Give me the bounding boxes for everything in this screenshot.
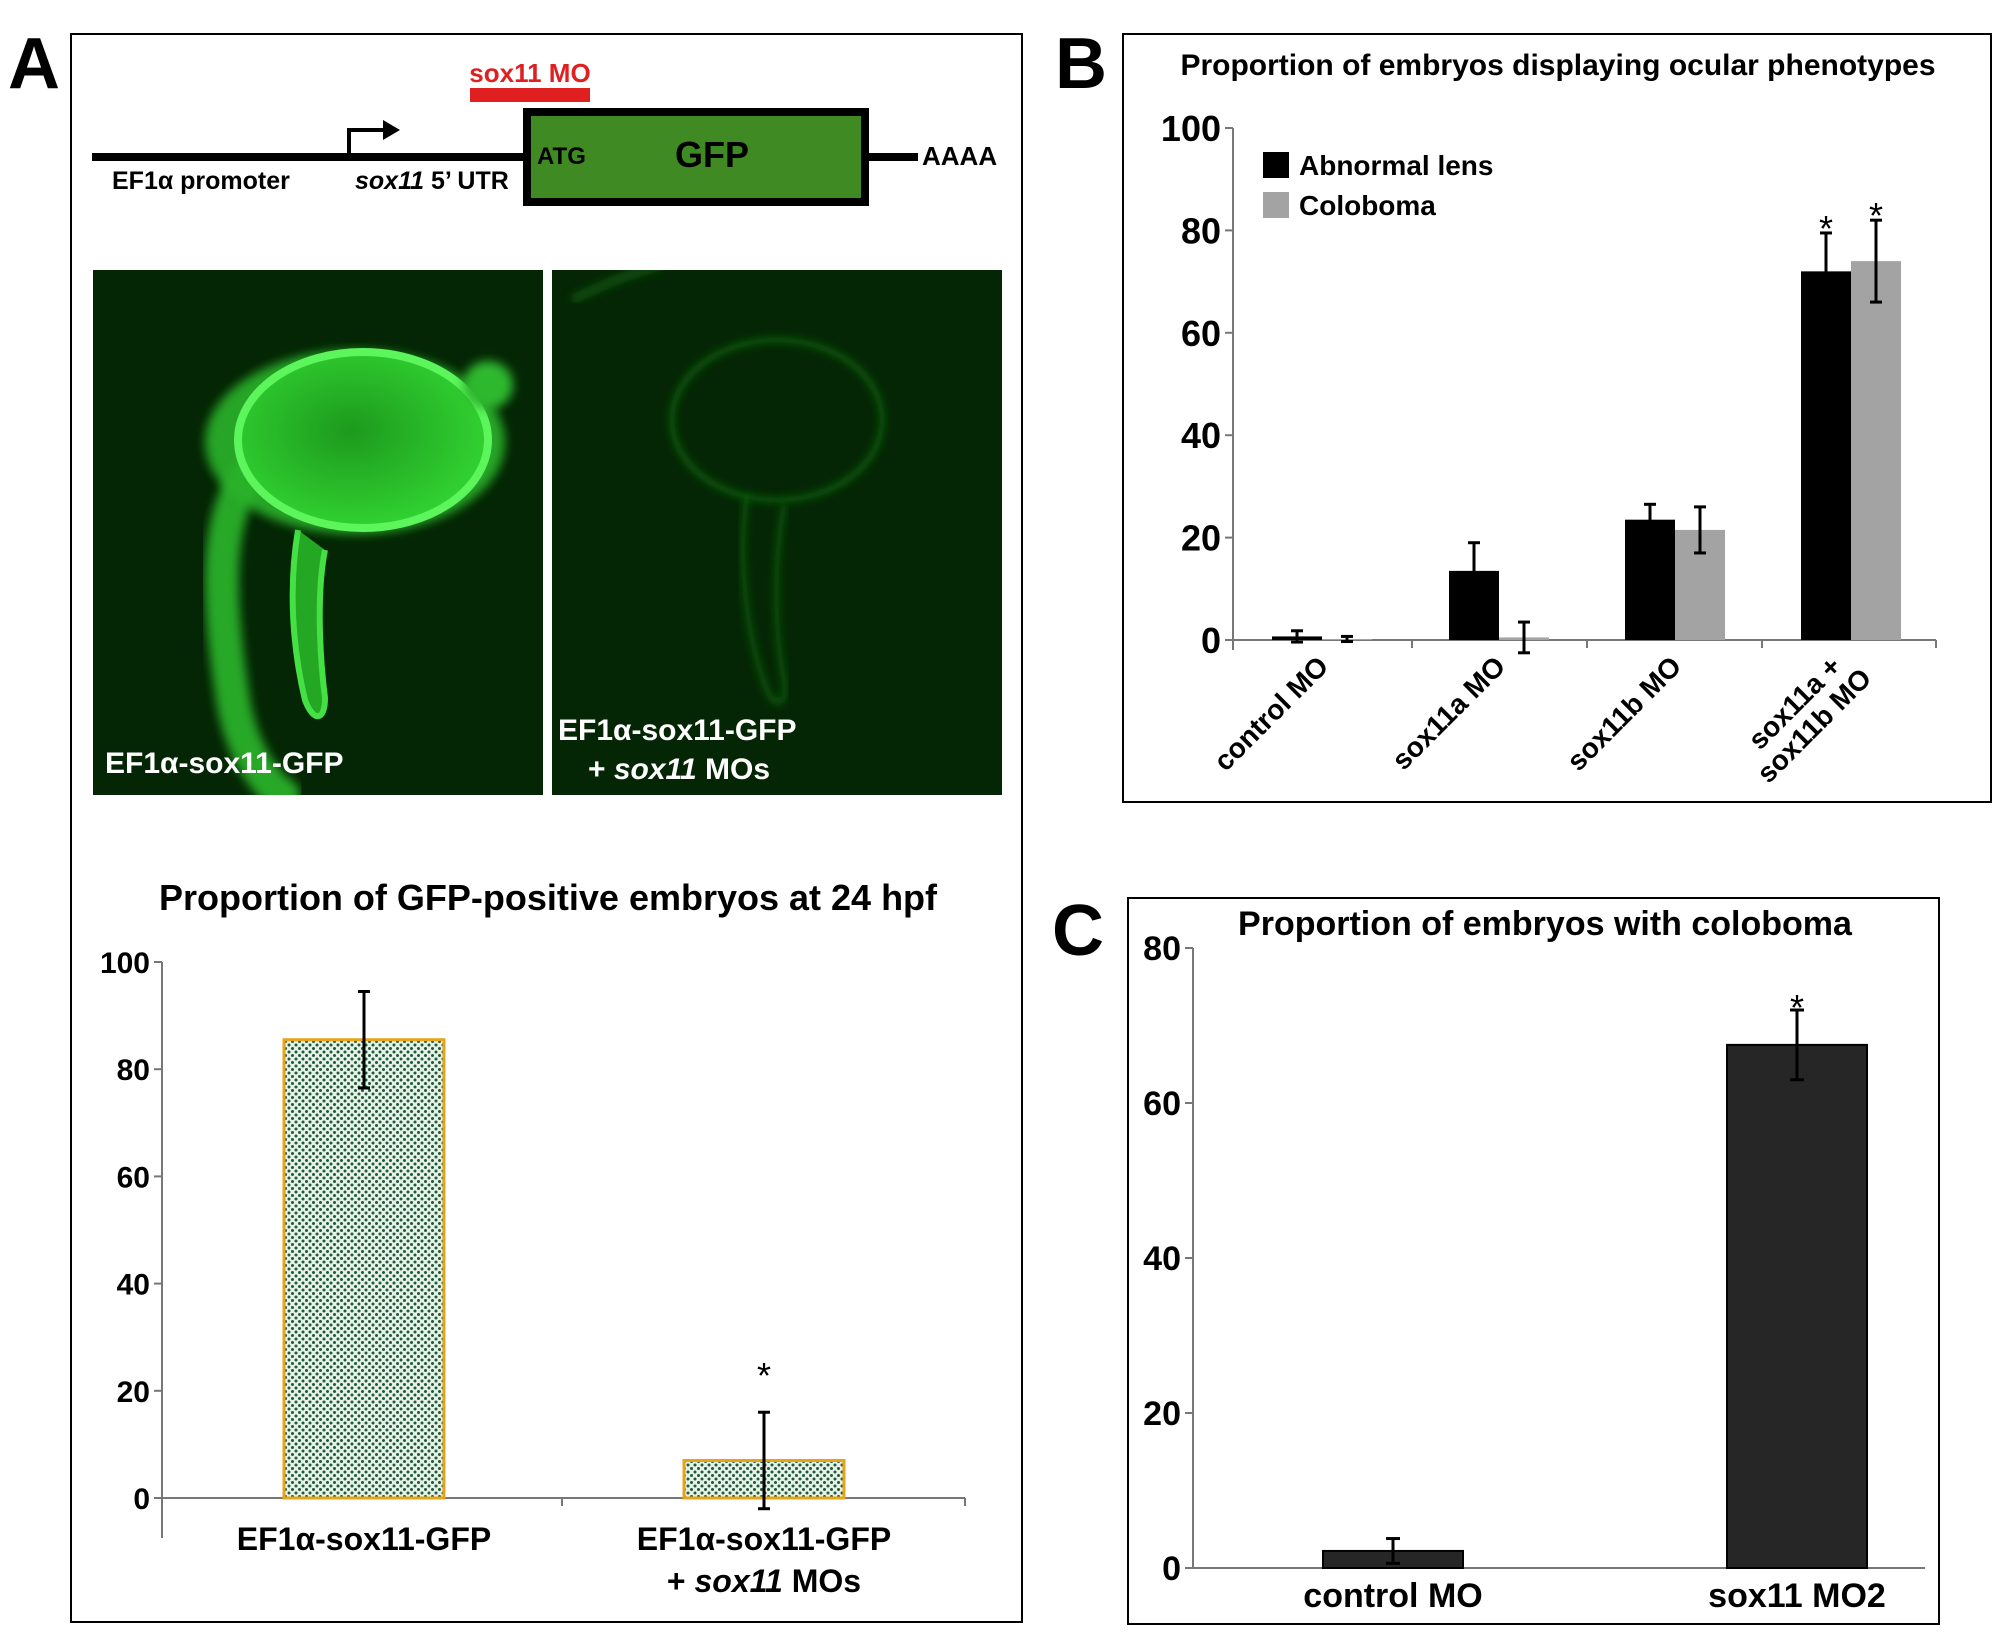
chart-b-legend-label: Abnormal lens — [1299, 150, 1493, 181]
chart-b-legend-label: Coloboma — [1299, 190, 1436, 221]
atg-label: ATG — [537, 143, 586, 170]
chart-c-ytick-label: 20 — [1143, 1395, 1181, 1433]
gfp-box — [523, 108, 869, 206]
caption-gene: sox11 — [613, 753, 697, 786]
chart-a-category-label: EF1α-sox11-GFP — [637, 1521, 891, 1557]
chart-b-ytick-label: 60 — [1181, 313, 1221, 354]
chart-b-ytick-label: 100 — [1161, 108, 1221, 149]
utr-gene-text: sox11 — [355, 167, 424, 195]
chart-a-significance-star: * — [757, 1355, 771, 1396]
embryo-bright-illustration — [204, 348, 513, 795]
panel-label-b: B — [1055, 24, 1107, 104]
chart-b-bar — [1625, 519, 1675, 640]
promoter-label: EF1α promoter — [112, 167, 290, 195]
chart-a-category-label-line2: + sox11 MOs — [667, 1563, 861, 1599]
chart-c-significance-star: * — [1790, 987, 1804, 1028]
chart-a-ytick-label: 100 — [100, 947, 150, 980]
chart-c-category-label: control MO — [1303, 1577, 1482, 1615]
polya-label: AAAA — [922, 141, 997, 171]
chart-a: Proportion of GFP-positive embryos at 24… — [100, 877, 966, 1599]
chart-b-ytick-label: 0 — [1201, 620, 1221, 661]
chart-b-title: Proportion of embryos displaying ocular … — [1180, 49, 1935, 82]
chart-b-legend-swatch — [1263, 152, 1289, 178]
chart-b-significance-star: * — [1869, 195, 1883, 236]
chart-c-ytick-label: 0 — [1162, 1550, 1181, 1588]
photo-gfp-embryo: EF1α-sox11-GFP — [93, 270, 543, 795]
chart-b-significance-star: * — [1819, 208, 1833, 249]
chart-b-legend-swatch — [1263, 192, 1289, 218]
chart-b-bar — [1851, 261, 1901, 640]
chart-c-ytick-label: 80 — [1143, 930, 1181, 968]
chart-a-bar — [282, 1038, 446, 1500]
chart-b: Proportion of embryos displaying ocular … — [1161, 49, 1937, 789]
chart-c-ytick-label: 60 — [1143, 1085, 1181, 1123]
gfp-label: GFP — [675, 134, 749, 175]
chart-c-title: Proportion of embryos with coloboma — [1238, 905, 1853, 943]
construct-diagram: sox11 MO ATG GFP AAAA EF1α promoter sox1… — [92, 58, 997, 206]
chart-b-ytick-label: 80 — [1181, 210, 1221, 251]
photo-morphant-embryo: EF1α-sox11-GFP + sox11 MOs — [552, 270, 1002, 795]
chart-b-ytick-label: 20 — [1181, 518, 1221, 559]
chart-c-category-label: sox11 MO2 — [1708, 1577, 1886, 1615]
chart-c-ytick-label: 40 — [1143, 1240, 1181, 1278]
chart-a-ytick-label: 20 — [117, 1376, 150, 1409]
chart-c-bar — [1726, 1043, 1868, 1569]
chart-a-ytick-label: 80 — [117, 1054, 150, 1087]
utr-label: sox11 5’ UTR — [355, 167, 509, 195]
photo-left-caption: EF1α-sox11-GFP — [105, 747, 344, 780]
panel-label-c: C — [1052, 891, 1104, 971]
chart-a-ytick-label: 60 — [117, 1161, 150, 1194]
photo-right-caption-line2: + sox11 MOs — [588, 751, 770, 789]
photo-right-caption-line1: EF1α-sox11-GFP — [558, 714, 797, 747]
mo-label: sox11 MO — [469, 58, 590, 88]
caption-prefix: + — [588, 753, 614, 786]
chart-a-ytick-label: 40 — [117, 1269, 150, 1302]
tss-arrow-icon — [347, 120, 400, 157]
chart-b-bar — [1801, 271, 1851, 640]
chart-a-category-label: EF1α-sox11-GFP — [237, 1521, 491, 1557]
chart-a-ytick-label: 0 — [133, 1483, 150, 1516]
chart-b-ytick-label: 40 — [1181, 415, 1221, 456]
embryo-dim-illustration — [569, 270, 885, 706]
caption-suffix: MOs — [696, 753, 771, 786]
chart-a-title: Proportion of GFP-positive embryos at 24… — [159, 877, 938, 918]
utr-rest-text: 5’ UTR — [424, 167, 509, 195]
mo-target-bar — [470, 88, 590, 102]
panel-label-a: A — [8, 24, 60, 104]
